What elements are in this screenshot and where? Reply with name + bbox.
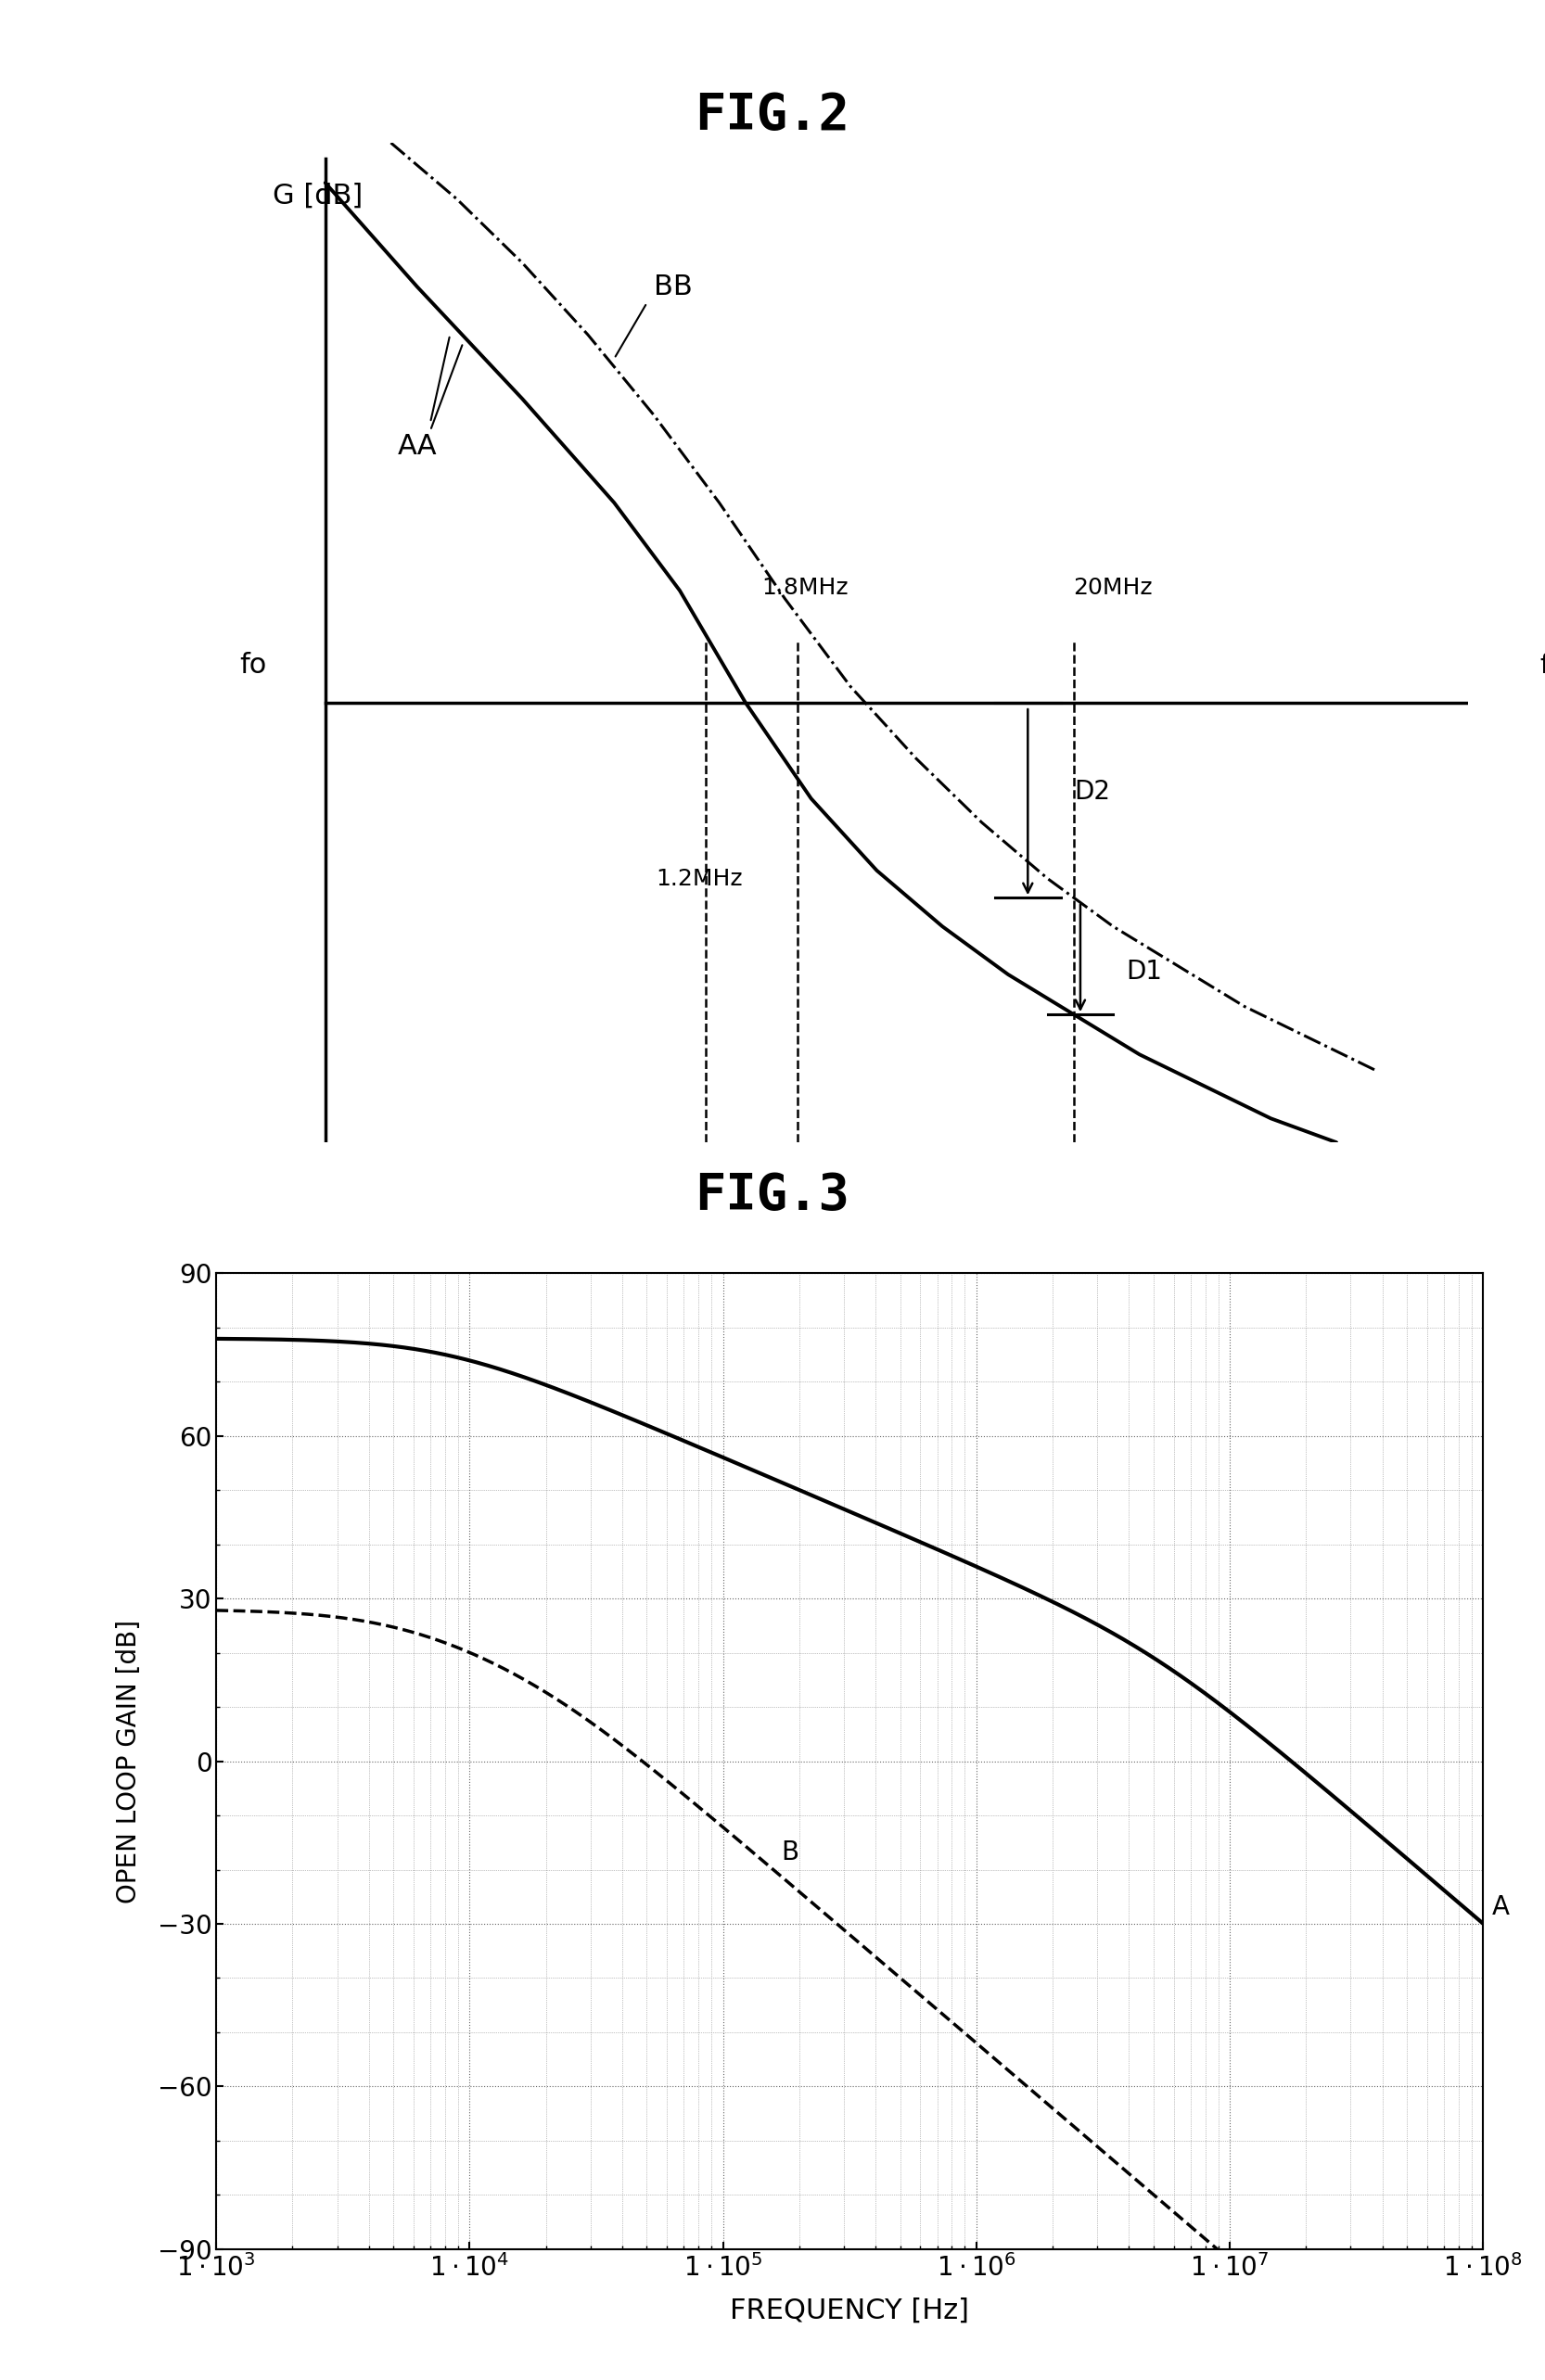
Text: AA: AA (397, 433, 437, 459)
Text: FIG.2: FIG.2 (695, 90, 850, 140)
Text: A: A (1491, 1894, 1509, 1921)
Text: BB: BB (654, 274, 692, 300)
Text: D2: D2 (1074, 778, 1109, 804)
Y-axis label: OPEN LOOP GAIN [dB]: OPEN LOOP GAIN [dB] (116, 1618, 142, 1904)
Text: FIG.3: FIG.3 (695, 1171, 850, 1221)
Text: 1.2MHz: 1.2MHz (657, 866, 743, 890)
Text: f [Hz]: f [Hz] (1540, 652, 1545, 678)
Text: 20MHz: 20MHz (1074, 576, 1153, 600)
Text: 1.8MHz: 1.8MHz (762, 576, 848, 600)
Text: B: B (782, 1840, 799, 1866)
Text: G [dB]: G [dB] (272, 183, 363, 209)
Text: D1: D1 (1126, 959, 1162, 985)
X-axis label: FREQUENCY [Hz]: FREQUENCY [Hz] (731, 2297, 969, 2323)
Text: fo: fo (239, 652, 267, 678)
